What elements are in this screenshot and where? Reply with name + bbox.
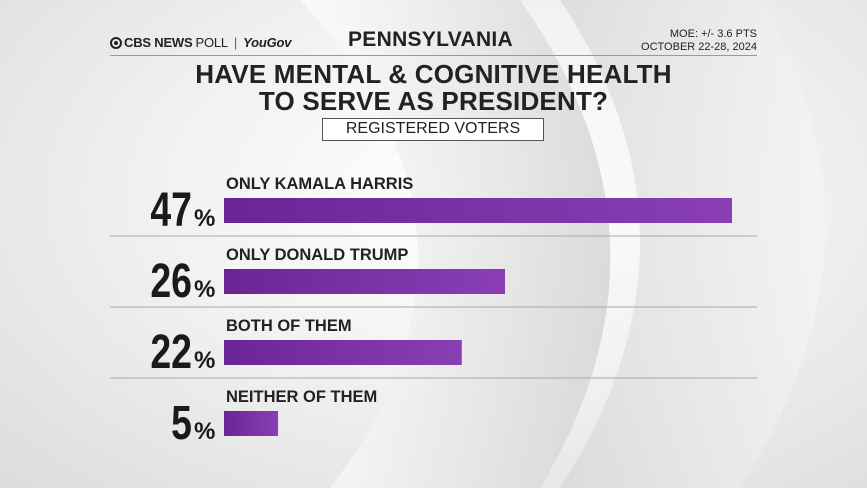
bar — [224, 198, 732, 223]
category-label: BOTH OF THEM — [226, 317, 352, 335]
category-label: ONLY DONALD TRUMP — [226, 246, 408, 264]
percent-sign: % — [194, 347, 215, 374]
poll-label: POLL — [195, 35, 228, 50]
partner-name: YouGov — [243, 35, 292, 50]
value-label: 5 — [171, 397, 192, 451]
value-label: 47 — [150, 184, 192, 238]
logo-separator: | — [233, 35, 238, 50]
cbs-eye-icon — [110, 36, 122, 49]
chart-title: HAVE MENTAL & COGNITIVE HEALTH TO SERVE … — [0, 61, 867, 115]
value-label: 22 — [150, 326, 192, 380]
bar-row: BOTH OF THEM 22% — [110, 317, 757, 379]
value-label: 26 — [150, 255, 192, 309]
chart-title-line-2: TO SERVE AS PRESIDENT? — [258, 86, 609, 116]
cbs-news-poll-logo: CBS NEWS POLL | YouGov — [110, 35, 291, 50]
bar-row: ONLY DONALD TRUMP 26% — [110, 246, 757, 308]
header-rule — [110, 55, 757, 56]
bar — [224, 340, 462, 365]
bar-row: NEITHER OF THEM 5% — [171, 388, 377, 450]
category-label: ONLY KAMALA HARRIS — [226, 175, 413, 193]
bar — [224, 269, 506, 294]
category-label: NEITHER OF THEM — [226, 388, 377, 406]
percent-sign: % — [194, 418, 215, 445]
bar-row: ONLY KAMALA HARRIS 47% — [110, 175, 757, 237]
chart-title-line-1: HAVE MENTAL & COGNITIVE HEALTH — [195, 59, 672, 89]
margin-of-error: MOE: +/- 3.6 PTS — [669, 28, 757, 40]
state-label: PENNSYLVANIA — [348, 28, 514, 51]
bar — [224, 411, 279, 436]
moe-block: MOE: +/- 3.6 PTS OCTOBER 22-28, 2024 — [641, 28, 757, 54]
chart-subtitle: REGISTERED VOTERS — [322, 118, 544, 141]
poll-dates: OCTOBER 22-28, 2024 — [641, 41, 757, 53]
brand-name: CBS NEWS — [124, 35, 193, 50]
percent-sign: % — [194, 205, 215, 232]
percent-sign: % — [194, 276, 215, 303]
